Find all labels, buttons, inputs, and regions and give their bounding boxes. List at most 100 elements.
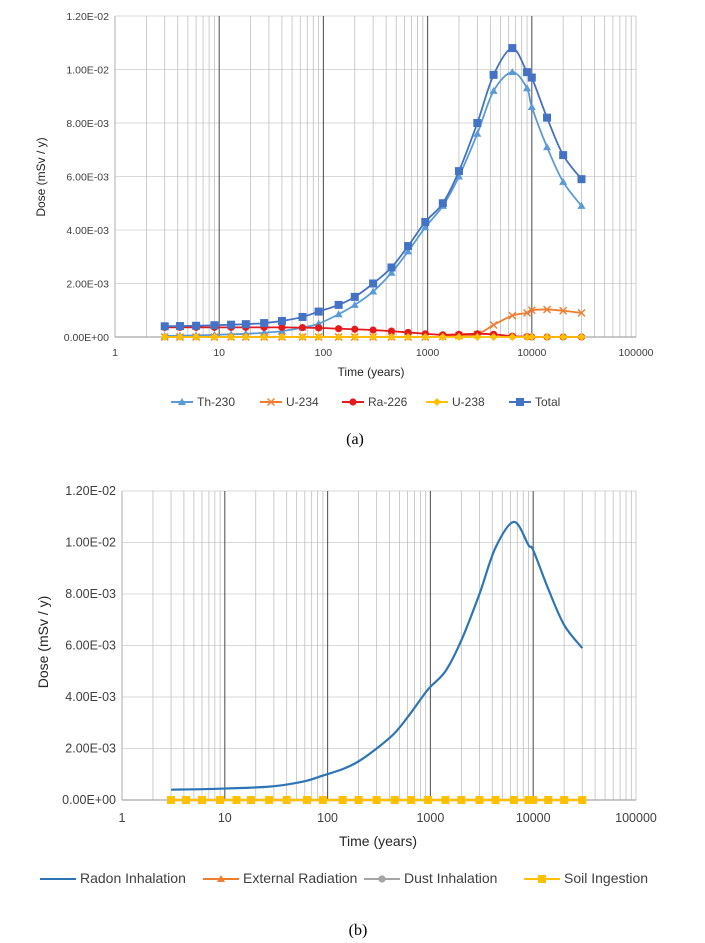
data-point (523, 308, 532, 317)
y-tick-label: 1.00E-02 (65, 536, 116, 550)
data-point (543, 305, 552, 314)
data-point (473, 333, 482, 341)
legend-item: U-234 (260, 395, 319, 409)
legend-item: Th-230 (171, 395, 235, 409)
data-point (369, 333, 378, 341)
chart-b-grid (121, 490, 637, 801)
data-point (334, 310, 343, 318)
data-point (508, 44, 517, 53)
data-point (527, 73, 536, 82)
data-point (559, 151, 568, 160)
data-point (160, 333, 169, 341)
legend-item: Ra-226 (342, 395, 408, 409)
legend-label: Total (535, 395, 560, 409)
x-tick-label: 10 (218, 811, 232, 825)
chart-b: 0.00E+00 2.00E-03 4.00E-03 6.00E-03 8.00E-03… (35, 484, 657, 939)
data-point (454, 167, 463, 176)
data-point (421, 333, 430, 341)
data-point (192, 333, 201, 341)
data-point (210, 333, 219, 341)
data-point (334, 300, 343, 309)
data-point (407, 796, 416, 804)
data-point (167, 796, 176, 804)
data-point (175, 322, 184, 331)
series-total (160, 44, 586, 331)
y-tick-label: 6.00E-03 (65, 639, 116, 653)
data-point (318, 796, 327, 804)
data-point (315, 324, 323, 332)
legend-swatch-marker (378, 875, 386, 883)
data-point (247, 796, 256, 804)
legend-item: Dust Inhalation (364, 870, 497, 886)
data-point (260, 319, 269, 328)
data-point (577, 308, 586, 317)
data-point (192, 321, 201, 330)
y-tick-label: 4.00E-03 (65, 690, 116, 704)
legend-label: U-238 (452, 395, 485, 409)
data-point (350, 333, 359, 341)
data-point (404, 333, 413, 341)
chart-a: 0.00E+00 2.00E-03 4.00E-03 6.00E-03 8.00E-03… (34, 11, 654, 448)
x-tick-label: 1000 (416, 811, 444, 825)
chart-a-series (160, 44, 586, 341)
legend-label: Radon Inhalation (80, 870, 186, 886)
data-point (577, 201, 586, 209)
data-point (298, 312, 307, 321)
data-point (424, 796, 433, 804)
data-point (543, 333, 552, 341)
legend-swatch-marker (433, 398, 441, 406)
data-point (390, 796, 399, 804)
data-point (473, 129, 482, 137)
legend-label: Dust Inhalation (404, 870, 497, 886)
legend-label: Ra-226 (368, 395, 408, 409)
data-point (489, 70, 498, 79)
data-point (404, 247, 413, 255)
data-point (387, 333, 396, 341)
data-point (369, 326, 377, 334)
data-point (508, 311, 517, 320)
data-point (508, 333, 517, 341)
data-point (454, 333, 463, 341)
x-tick-label: 1000 (416, 347, 440, 359)
data-point (241, 333, 250, 341)
data-point (543, 143, 552, 151)
data-point (475, 796, 484, 804)
legend-swatch-marker (349, 398, 357, 406)
chart-a-x-axis-label: Time (years) (338, 365, 405, 379)
series-u-238 (160, 333, 586, 341)
data-point (298, 324, 307, 332)
data-point (335, 325, 343, 333)
legend-label: Th-230 (197, 395, 235, 409)
chart-b-y-axis-label: Dose (mSv / y) (35, 596, 51, 689)
chart-b-legend: Radon Inhalation External Radiation Dust I… (40, 870, 648, 886)
data-point (438, 333, 447, 341)
series-soil-ingestion (167, 796, 587, 804)
legend-item: Total (509, 395, 560, 409)
legend-swatch-marker (267, 398, 275, 406)
y-tick-label: 8.00E-03 (66, 118, 109, 130)
x-tick-label: 10000 (517, 347, 546, 359)
data-point (508, 68, 517, 76)
data-point (524, 796, 533, 804)
legend-swatch-marker (178, 398, 186, 405)
x-tick-label: 10000 (516, 811, 551, 825)
data-point (282, 796, 291, 804)
data-point (473, 119, 482, 127)
chart-a-legend: Th-230 U-234 Ra-226 U-238 Total (171, 395, 560, 409)
data-point (369, 287, 378, 295)
chart-b-y-tick-labels: 0.00E+00 2.00E-03 4.00E-03 6.00E-03 8.00E-03… (62, 484, 116, 807)
data-point (509, 796, 518, 804)
y-tick-label: 0.00E+00 (64, 332, 109, 344)
x-tick-label: 1 (119, 811, 126, 825)
data-point (260, 333, 269, 341)
legend-item: U-238 (426, 395, 485, 409)
data-point (491, 796, 500, 804)
data-point (298, 333, 307, 341)
y-tick-label: 2.00E-03 (66, 279, 109, 291)
chart-b-series (167, 520, 587, 804)
data-point (227, 320, 236, 329)
data-point (543, 113, 552, 122)
data-point (351, 325, 359, 333)
legend-item: Soil Ingestion (524, 870, 648, 886)
data-point (523, 84, 532, 92)
